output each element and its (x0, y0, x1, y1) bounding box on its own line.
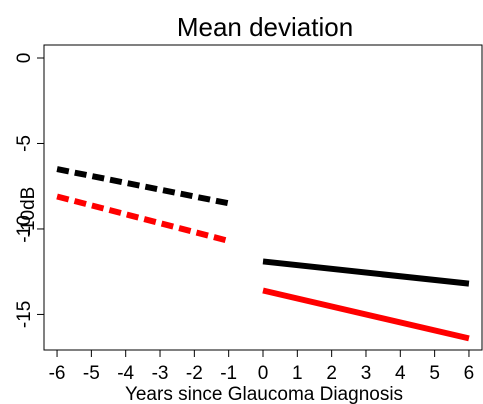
x-tick-label: 6 (464, 363, 475, 384)
x-tick-label: -5 (83, 363, 100, 384)
y-tick-label: -10 (14, 215, 35, 242)
x-tick-label: 0 (258, 363, 269, 384)
line-series (262, 258, 470, 287)
x-tick-label: 4 (395, 363, 406, 384)
x-tick-label: -6 (49, 363, 66, 384)
x-tick-label: -2 (186, 363, 203, 384)
line-series (56, 193, 230, 244)
chart-title: Mean deviation (177, 12, 353, 42)
y-tick-label: -5 (14, 135, 35, 152)
x-axis-label: Years since Glaucoma Diagnosis (125, 384, 403, 404)
x-tick-label: 3 (361, 363, 372, 384)
x-tick-label: -1 (220, 363, 237, 384)
y-tick-label: 0 (14, 53, 35, 64)
x-tick-label: -3 (152, 363, 169, 384)
line-series (56, 166, 230, 207)
x-tick-label: 2 (326, 363, 337, 384)
line-series (262, 287, 470, 342)
x-tick-label: 1 (292, 363, 303, 384)
x-tick-label: 5 (429, 363, 440, 384)
y-axis-label: -10dB (18, 187, 39, 238)
x-tick-label: -4 (117, 363, 134, 384)
y-tick-label: -15 (14, 301, 35, 328)
plot-box (43, 44, 483, 351)
